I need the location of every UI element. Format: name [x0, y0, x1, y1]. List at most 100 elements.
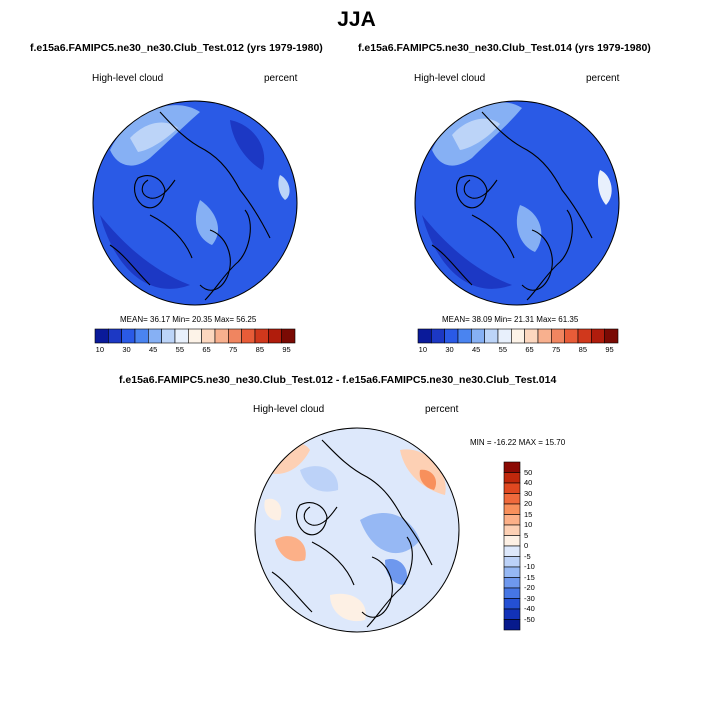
panel-a-units-label: percent [264, 73, 298, 84]
panel-b-colorbar-tick-label: 75 [552, 345, 561, 354]
diff-colorbar-tick-label: -50 [524, 614, 535, 624]
panel-b-variable-label: High-level cloud [414, 73, 486, 84]
panel-b-colorbar-swatch [444, 328, 459, 344]
panel-b-colorbar-swatch [417, 328, 432, 344]
panel-a-colorbar-tick-label: 95 [282, 345, 291, 354]
diff-colorbar-swatch [503, 524, 521, 536]
diff-variable-label: High-level cloud [253, 404, 325, 415]
panel-b-low-cloud-region [422, 215, 512, 289]
diff-colorbar-labels: 50 40 30 20 15 10 5 0 -5 -10 -15 -20 -30 -40 -50 [524, 462, 554, 630]
panel-b-colorbar-swatch [471, 328, 485, 344]
diff-colorbar-tick-label: -30 [524, 593, 535, 603]
panel-a-colorbar-tick-label: 45 [149, 345, 158, 354]
panel-a-colorbar-swatch [214, 328, 229, 344]
diff-colorbar-tick-label: -20 [524, 583, 535, 592]
panel-a-colorbar-swatch [228, 328, 242, 344]
diff-colorbar-tick-label: -10 [524, 562, 535, 571]
panel-b-colorbar-swatch [551, 328, 565, 344]
panel-a-title: f.e15a6.FAMIPC5.ne30_ne30.Club_Test.012 … [30, 42, 323, 54]
panel-a-stats: MEAN= 36.17 Min= 20.35 Max= 56.25 [120, 315, 257, 324]
panel-b-colorbar [417, 328, 619, 344]
panel-a-colorbar-tick-label: 85 [255, 345, 264, 354]
diff-colorbar-swatch [503, 619, 521, 631]
diff-colorbar-swatch [503, 514, 521, 526]
diff-negative-region-2 [300, 466, 339, 492]
diff-negative-region-3 [385, 559, 408, 585]
panel-a-colorbar-swatch [281, 328, 296, 344]
panel-a-colorbar-tick-label: 65 [202, 345, 211, 354]
panel-a-colorbar-tick-label: 75 [229, 345, 238, 354]
panel-a-colorbar-swatch [121, 328, 136, 344]
panel-b-colorbar-tick-label: 30 [445, 345, 454, 354]
panel-b-colorbar-swatch [497, 328, 512, 344]
diff-colorbar-swatch [503, 577, 521, 589]
panel-b-colorbar-swatch [431, 328, 445, 344]
panel-a-colorbar-swatch [94, 328, 109, 344]
diff-units-label: percent [425, 404, 459, 415]
panel-a-coastline-america [109, 214, 231, 291]
diff-colorbar-swatch [503, 556, 521, 568]
panel-a-colorbar-swatch [108, 328, 122, 344]
season-title: JJA [337, 8, 376, 31]
diff-colorbar-swatch [503, 461, 521, 473]
diff-colorbar-swatch [503, 503, 521, 515]
diff-colorbar-tick-label: 50 [524, 467, 533, 477]
panel-b-colorbar-tick-label: 65 [525, 345, 534, 354]
diff-colorbar-tick-label: 15 [524, 509, 533, 519]
panel-a-colorbar-swatch [161, 328, 176, 344]
diff-colorbar-swatch [503, 482, 521, 494]
diff-positive-region-5 [330, 593, 366, 622]
diff-stats: MIN = -16.22 MAX = 15.70 [470, 438, 566, 447]
panel-a-variable-label: High-level cloud [92, 73, 164, 84]
panel-a-colorbar-swatch [201, 328, 216, 344]
diff-colorbar-swatch [503, 535, 521, 547]
diff-colorbar [503, 461, 521, 631]
panel-a-colorbar-swatch [134, 328, 149, 344]
panel-b-colorbar-swatch [524, 328, 539, 344]
diff-colorbar-swatch [503, 472, 521, 484]
diff-field [255, 428, 459, 632]
panel-a-coastline-eurasia [141, 111, 271, 301]
panel-b-high-cloud-region-4 [598, 170, 612, 205]
panel-b-coastline-greenland [455, 175, 488, 209]
diff-colorbar-swatch [503, 566, 521, 578]
panel-a-high-cloud-region [110, 105, 200, 166]
diff-coastline-eurasia [303, 439, 433, 628]
panel-b-field [415, 101, 619, 305]
panel-b-high-cloud-region-2 [452, 118, 500, 150]
panel-a-colorbar-tick-label: 55 [175, 345, 184, 354]
diff-colorbar-swatch [503, 598, 521, 610]
panel-b-colorbar-swatch [591, 328, 605, 344]
panel-a-colorbar-swatch [268, 328, 282, 344]
panel-b-colorbar-swatch [457, 328, 472, 344]
panel-b-colorbar-swatch [604, 328, 619, 344]
panel-b-colorbar-tick-label: 45 [472, 345, 481, 354]
panel-a-colorbar-swatch [148, 328, 162, 344]
panel-a-high-cloud-region-3 [195, 200, 219, 245]
panel-b-units-label: percent [586, 73, 620, 84]
panel-a-colorbar-labels: 10 30 45 55 65 75 85 95 [95, 345, 295, 355]
panel-b-colorbar-tick-label: 85 [578, 345, 587, 354]
panel-b-colorbar-swatch [564, 328, 579, 344]
diff-title: f.e15a6.FAMIPC5.ne30_ne30.Club_Test.012 … [119, 374, 557, 386]
diff-colorbar-tick-label: 10 [524, 520, 533, 529]
diff-colorbar-tick-label: 5 [524, 530, 529, 540]
panel-b-colorbar-swatch [484, 328, 499, 344]
diff-positive-region-2 [400, 449, 446, 495]
panel-b-colorbar-swatch [511, 328, 525, 344]
panel-a-colorbar-swatch [241, 328, 256, 344]
diff-colorbar-swatch [503, 493, 521, 505]
panel-a-colorbar-tick-label: 30 [122, 345, 131, 354]
diff-negative-region [360, 512, 420, 554]
panel-a-low-cloud-region-2 [230, 120, 265, 170]
diff-positive-region [262, 442, 310, 474]
panel-b-colorbar-tick-label: 95 [605, 345, 614, 354]
diff-positive-region-6 [264, 498, 282, 521]
panel-b-colorbar-tick-label: 10 [418, 345, 427, 354]
diff-positive-region-3 [419, 469, 437, 490]
diff-colorbar-swatch [503, 545, 521, 557]
panel-a-colorbar-swatch [254, 328, 269, 344]
panel-a-field [93, 101, 297, 305]
diff-colorbar-tick-label: -40 [524, 604, 535, 613]
